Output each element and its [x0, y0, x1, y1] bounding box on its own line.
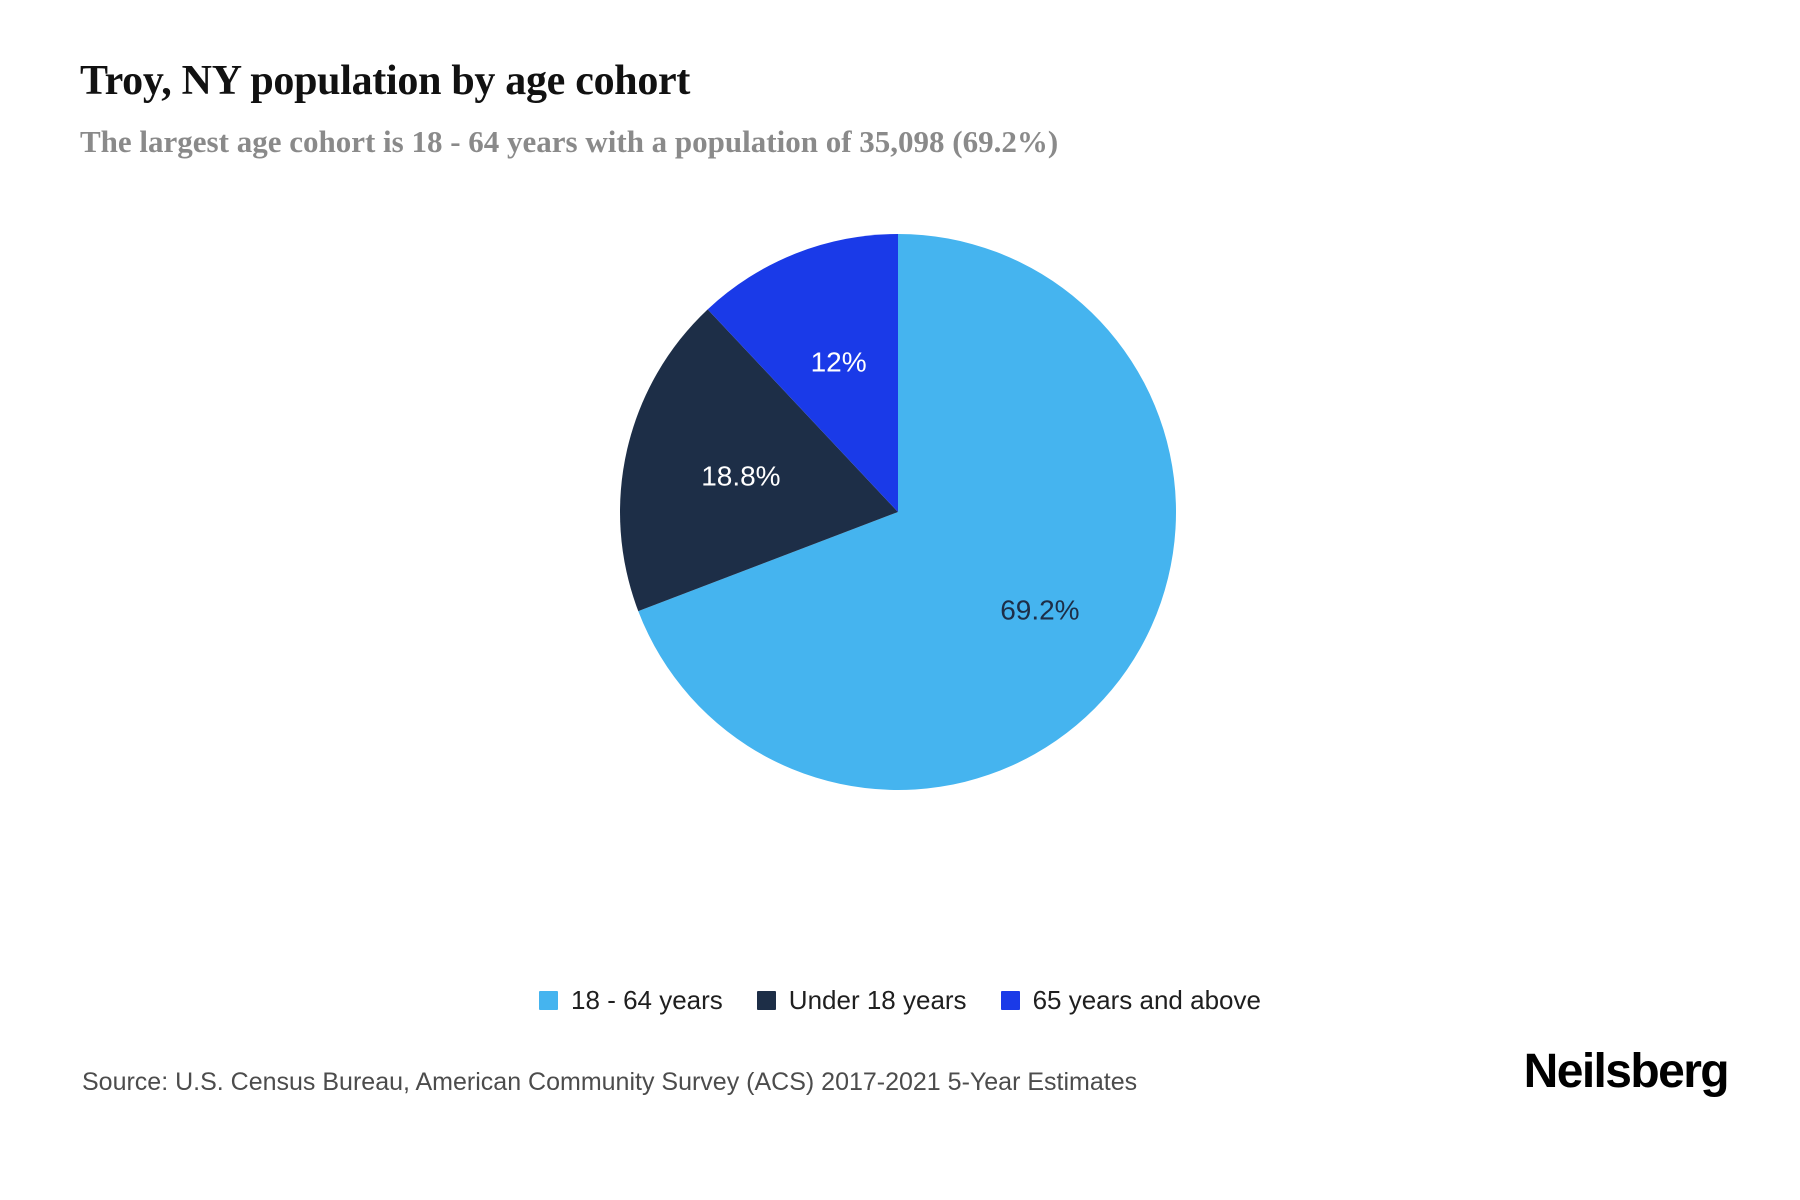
legend-swatch-icon: [539, 991, 559, 1010]
chart-legend: 18 - 64 years Under 18 years 65 years and …: [0, 985, 1800, 1016]
legend-swatch-icon: [756, 991, 776, 1010]
legend-item-label: 65 years and above: [1032, 985, 1261, 1015]
pie-slice[interactable]: [707, 234, 898, 512]
chart-subtitle: The largest age cohort is 18 - 64 years …: [80, 124, 1059, 159]
source-note: Source: U.S. Census Bureau, American Com…: [82, 1068, 1138, 1096]
pie-slice-label: 18.8%: [701, 460, 780, 491]
legend-item-label: 18 - 64 years: [571, 985, 723, 1015]
legend-item-label: Under 18 years: [788, 985, 967, 1015]
pie-chart: 69.2% 18.8% 12%: [618, 232, 1178, 792]
neilsberg-logo: Neilsberg: [1523, 1045, 1730, 1098]
pie-slice-label: 12%: [811, 347, 867, 378]
legend-item[interactable]: 18 - 64 years: [539, 985, 723, 1016]
pie-chart-svg: 69.2% 18.8% 12%: [620, 234, 1177, 790]
legend-item[interactable]: 65 years and above: [1000, 985, 1261, 1016]
pie-slice[interactable]: [620, 309, 898, 612]
page-title: Troy, NY population by age cohort: [80, 58, 691, 104]
pie-slice-label: 69.2%: [1000, 594, 1079, 625]
legend-item[interactable]: Under 18 years: [756, 985, 967, 1016]
pie-slice[interactable]: [638, 234, 1177, 790]
legend-swatch-icon: [1000, 991, 1020, 1010]
